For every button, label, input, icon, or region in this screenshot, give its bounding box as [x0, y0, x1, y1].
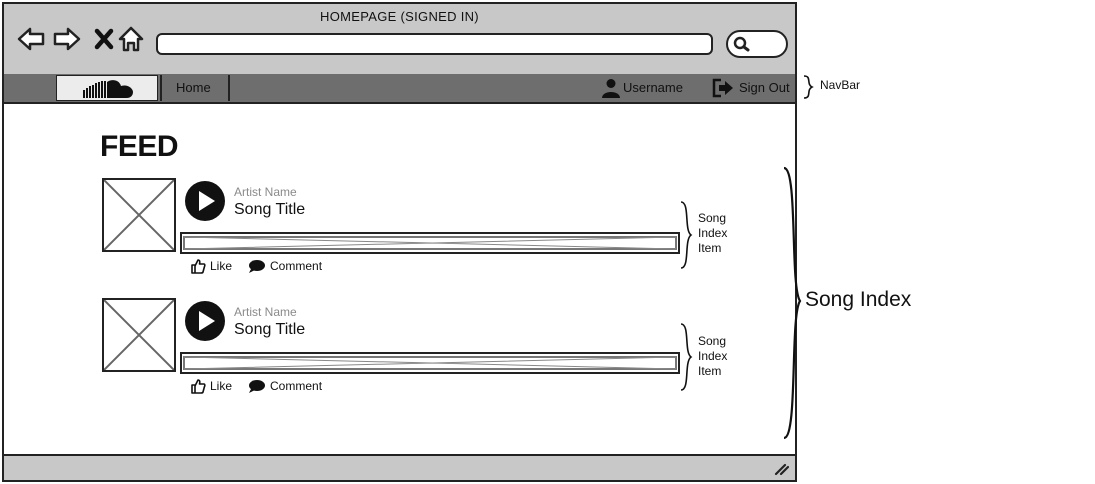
like-button[interactable]: Like	[190, 258, 232, 274]
album-art-placeholder	[102, 298, 176, 372]
song-actions: Like Comment	[190, 258, 338, 274]
sign-out-button[interactable]: Sign Out	[712, 78, 790, 98]
artist-name[interactable]: Artist Name	[234, 305, 297, 319]
search-icon	[733, 36, 750, 52]
browser-window: HOMEPAGE (SIGNED IN)	[2, 2, 797, 482]
sign-out-label: Sign Out	[739, 80, 790, 95]
like-button[interactable]: Like	[190, 378, 232, 394]
annotation-song-index: Song Index	[805, 288, 912, 311]
brace-icon	[803, 75, 814, 99]
play-icon[interactable]	[184, 180, 226, 222]
sign-out-icon	[712, 78, 733, 98]
back-arrow-icon[interactable]	[16, 24, 46, 54]
forward-arrow-icon[interactable]	[52, 24, 82, 54]
song-actions: Like Comment	[190, 378, 338, 394]
comment-label: Comment	[270, 259, 323, 273]
album-art-placeholder	[102, 178, 176, 252]
resize-grip-icon[interactable]	[773, 462, 789, 476]
waveform-placeholder[interactable]	[180, 232, 680, 254]
annotation-song-index-item: Song Index Item	[698, 334, 728, 378]
navbar: Home Username Sign Out	[4, 74, 795, 104]
thumbs-up-icon	[191, 379, 206, 394]
song-index-item: Artist Name Song Title Like	[100, 298, 700, 398]
like-label: Like	[210, 259, 233, 273]
like-label: Like	[210, 379, 233, 393]
play-icon[interactable]	[184, 300, 226, 342]
close-icon[interactable]	[90, 24, 120, 54]
logo-tab[interactable]	[56, 75, 158, 101]
browser-toolbar: HOMEPAGE (SIGNED IN)	[4, 4, 795, 76]
window-title: HOMEPAGE (SIGNED IN)	[320, 9, 479, 24]
tab-home[interactable]: Home	[160, 75, 230, 101]
search-button[interactable]	[726, 30, 788, 58]
brace-icon	[680, 201, 693, 269]
comment-label: Comment	[270, 379, 323, 393]
address-bar[interactable]	[156, 33, 713, 55]
user-profile-link[interactable]: Username	[601, 78, 683, 98]
main-content: FEED Artist Name Song Title	[4, 104, 795, 458]
status-bar	[4, 454, 795, 480]
song-title[interactable]: Song Title	[234, 201, 306, 218]
username-label: Username	[623, 80, 683, 95]
thumbs-up-icon	[191, 259, 206, 274]
annotation-navbar: NavBar	[820, 78, 861, 92]
brace-icon	[680, 323, 693, 391]
song-title[interactable]: Song Title	[234, 321, 306, 338]
home-icon[interactable]	[116, 24, 146, 54]
annotation-song-index-item: Song Index Item	[698, 211, 728, 255]
page-title: FEED	[100, 130, 179, 163]
cloud-logo-icon	[83, 80, 133, 98]
comment-icon	[249, 259, 266, 273]
artist-name[interactable]: Artist Name	[234, 185, 297, 199]
comment-button[interactable]: Comment	[248, 379, 322, 394]
waveform-placeholder[interactable]	[180, 352, 680, 374]
comment-button[interactable]: Comment	[248, 259, 322, 274]
user-icon	[602, 79, 620, 98]
comment-icon	[249, 379, 266, 393]
song-index-item: Artist Name Song Title Like	[100, 178, 700, 278]
brace-icon	[783, 166, 802, 440]
